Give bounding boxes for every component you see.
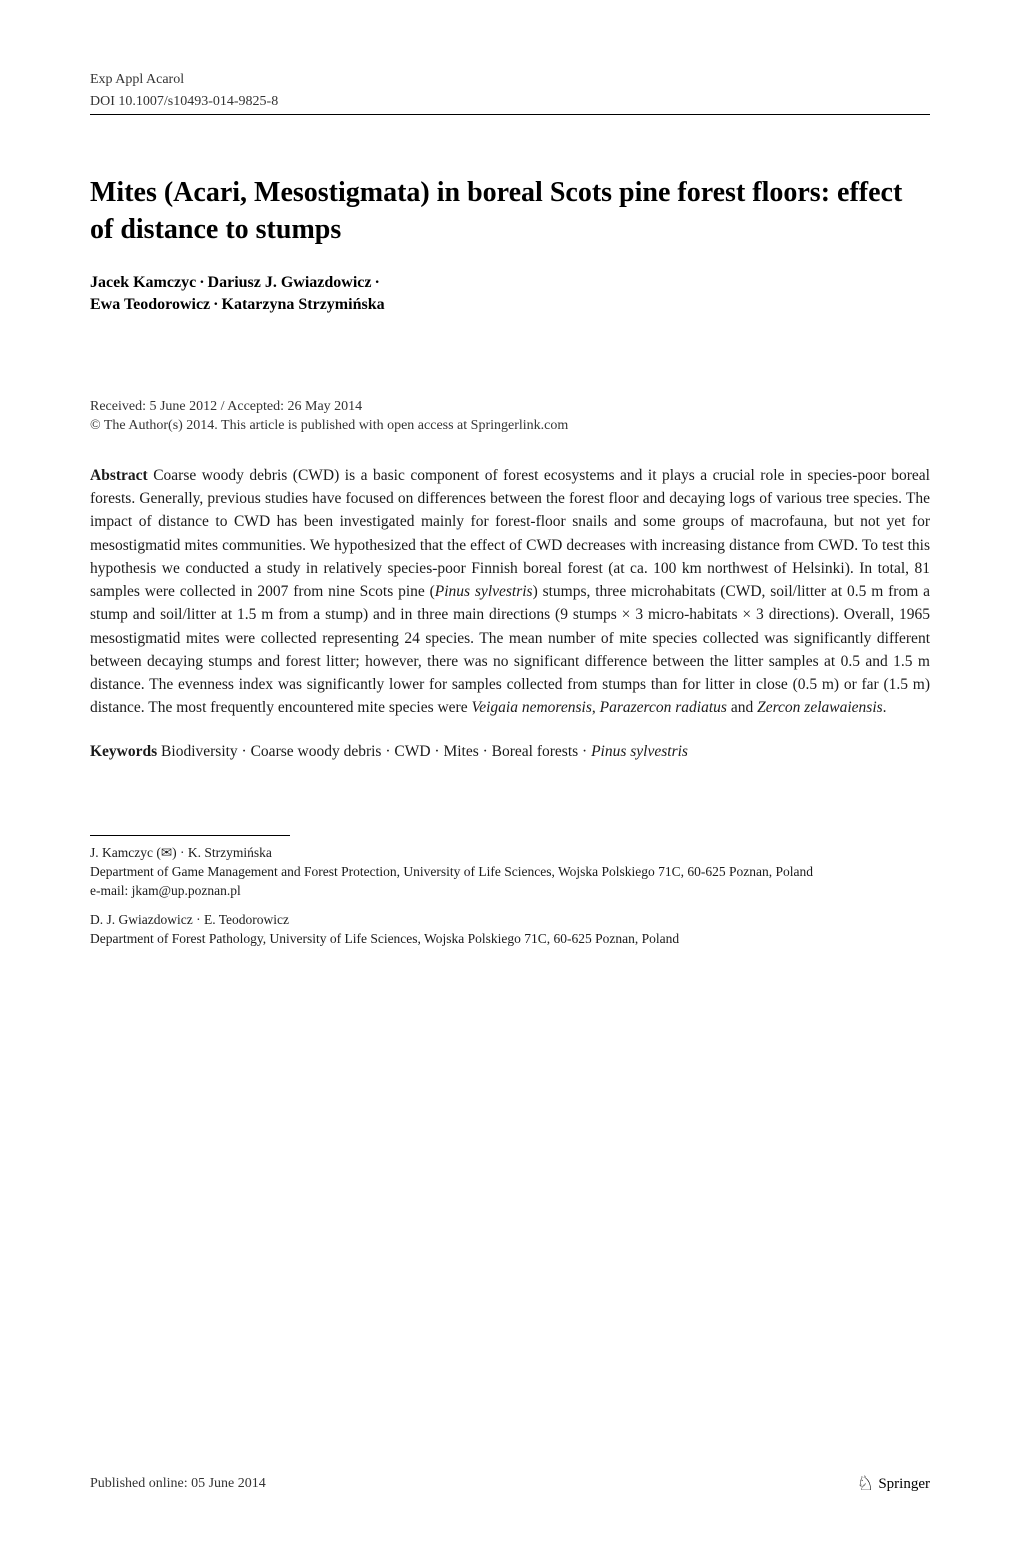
author-1: Jacek Kamczyc — [90, 274, 196, 291]
publisher-logo: ♘ Springer — [856, 1470, 930, 1498]
keywords-species: Pinus sylvestris — [591, 743, 688, 760]
footnote-rule — [90, 835, 290, 836]
affiliation-1: J. Kamczyc (✉) · K. Strzymińska Departme… — [90, 844, 930, 901]
abstract-label: Abstract — [90, 467, 148, 484]
species-name-3: Parazercon radiatus — [600, 699, 727, 716]
author-2: Dariusz J. Gwiazdowicz — [208, 274, 372, 291]
author-4: Katarzyna Strzymińska — [222, 296, 385, 313]
author-3: Ewa Teodorowicz — [90, 296, 210, 313]
keywords-list: Biodiversity · Coarse woody debris · CWD… — [157, 743, 591, 760]
keywords: Keywords Biodiversity · Coarse woody deb… — [90, 740, 930, 763]
abstract-text-end: . — [883, 699, 887, 716]
author-list: Jacek Kamczyc·Dariusz J. Gwiazdowicz· Ew… — [90, 272, 930, 317]
abstract-text-3: , — [592, 699, 600, 716]
abstract-text-1: Coarse woody debris (CWD) is a basic com… — [90, 467, 930, 600]
affiliation-2-authors: D. J. Gwiazdowicz · E. Teodorowicz — [90, 911, 930, 930]
page-footer: Published online: 05 June 2014 ♘ Springe… — [90, 1470, 930, 1498]
affiliation-1-dept: Department of Game Management and Forest… — [90, 863, 930, 882]
species-name-1: Pinus sylvestris — [435, 583, 533, 600]
species-name-4: Zercon zelawaiensis — [757, 699, 883, 716]
affiliation-2-dept: Department of Forest Pathology, Universi… — [90, 930, 930, 949]
article-dates: Received: 5 June 2012 / Accepted: 26 May… — [90, 397, 930, 436]
species-name-2: Veigaia nemorensis — [471, 699, 591, 716]
received-accepted: Received: 5 June 2012 / Accepted: 26 May… — [90, 397, 930, 417]
springer-icon: ♘ — [856, 1470, 874, 1498]
affiliation-1-email: e-mail: jkam@up.poznan.pl — [90, 882, 930, 901]
affiliation-2: D. J. Gwiazdowicz · E. Teodorowicz Depar… — [90, 911, 930, 949]
journal-name: Exp Appl Acarol — [90, 70, 930, 90]
article-title: Mites (Acari, Mesostigmata) in boreal Sc… — [90, 175, 930, 248]
published-online: Published online: 05 June 2014 — [90, 1474, 266, 1494]
copyright-line: © The Author(s) 2014. This article is pu… — [90, 416, 930, 436]
affiliation-1-authors: J. Kamczyc (✉) · K. Strzymińska — [90, 844, 930, 863]
keywords-label: Keywords — [90, 743, 157, 760]
abstract-text-4: and — [727, 699, 757, 716]
journal-header: Exp Appl Acarol DOI 10.1007/s10493-014-9… — [90, 70, 930, 111]
abstract: Abstract Coarse woody debris (CWD) is a … — [90, 464, 930, 720]
header-rule — [90, 114, 930, 115]
publisher-name: Springer — [878, 1474, 930, 1495]
abstract-text-2: ) stumps, three microhabitats (CWD, soil… — [90, 583, 930, 716]
doi-line: DOI 10.1007/s10493-014-9825-8 — [90, 92, 930, 112]
